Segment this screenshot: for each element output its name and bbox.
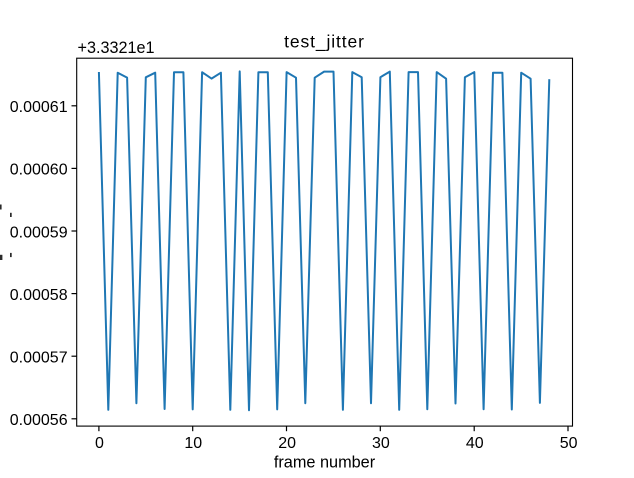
svg-text:frame number: frame number — [274, 454, 376, 472]
svg-text:test_jitter: test_jitter — [284, 32, 365, 53]
svg-text:0: 0 — [95, 435, 104, 452]
svg-text:30: 30 — [372, 435, 390, 452]
svg-text:0.00058: 0.00058 — [10, 287, 68, 304]
svg-text:0.00056: 0.00056 — [10, 412, 68, 429]
svg-text:0.00057: 0.00057 — [10, 350, 68, 367]
svg-text:20: 20 — [278, 435, 296, 452]
svg-text:0.00061: 0.00061 — [10, 99, 68, 116]
svg-text:40: 40 — [466, 435, 484, 452]
svg-text:0.00059: 0.00059 — [10, 224, 68, 241]
svg-text:50: 50 — [560, 435, 578, 452]
svg-text:10: 10 — [184, 435, 202, 452]
svg-text:0.00060: 0.00060 — [10, 162, 68, 179]
svg-text:+3.3321e1: +3.3321e1 — [78, 39, 155, 57]
